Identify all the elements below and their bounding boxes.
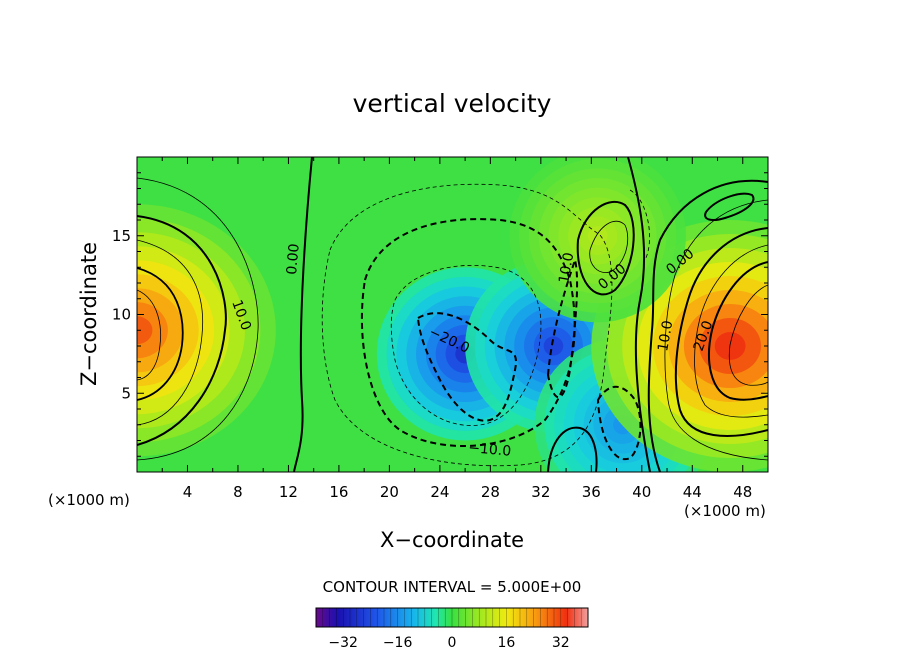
colorbar: −32 −16 0 16 32 [315,607,589,651]
y-axis: 5 10 15 [112,172,768,457]
contour-right-top [704,192,755,221]
contour-label: 10.0 [556,251,577,284]
colorbar-tick-label: −32 [328,635,358,651]
contour-neg15 [390,265,542,426]
x-tick-label: 20 [380,483,399,501]
plot-area [137,157,768,472]
contour-left-10 [137,215,227,446]
chart-title: vertical velocity [353,89,552,118]
x-tick-label: 28 [481,483,500,501]
x-tick-label: 4 [183,483,193,501]
contour-label: 0.00 [284,243,303,275]
x-tick-label: 12 [279,483,298,501]
y-tick-label: 15 [112,227,131,245]
x-tick-label: 48 [733,483,752,501]
contour-neg5-outer [321,183,613,467]
x-tick-label: 40 [632,483,651,501]
x-tick-label: 44 [683,483,702,501]
contour-lines [137,157,768,472]
y-tick-label: 10 [112,306,131,324]
contour-right-zero [647,179,768,472]
x-unit-left: (×1000 m) [48,491,130,509]
contour-zero-bottom [547,426,598,472]
contour-zero-mid [627,157,651,472]
field-level [137,316,153,345]
contour-left-25 [137,289,161,381]
field-updraft-4 [591,220,768,472]
contour-neg20 [416,312,517,422]
x-tick-label: 32 [531,483,550,501]
colorbar-tick-label: 16 [497,635,515,651]
contour-label: 10.0 [655,319,676,352]
contour-label: −10.0 [468,440,512,460]
contour-pos5-small [589,220,629,273]
colorbar-tick-label: −16 [383,635,413,651]
contour-neg10-narrow [546,256,579,399]
x-tick-label: 8 [233,483,243,501]
x-axis: 4 8 12 16 20 24 28 32 36 40 44 48 [161,157,752,501]
contour-left-15 [137,239,204,426]
field-level [587,226,608,246]
x-axis-label: X−coordinate [380,528,524,552]
contour-right-5 [664,199,768,461]
x-tick-label: 16 [329,483,348,501]
contour-neg10 [360,218,576,447]
y-tick-label: 5 [121,384,131,402]
x-tick-label: 24 [430,483,449,501]
contour-right-10 [674,227,768,437]
contour-neg5-small [629,189,650,261]
contour-left-20 [137,267,184,401]
contour-left-5 [137,177,259,461]
contour-zero-small [576,200,635,296]
contour-zero-left [293,157,313,472]
y-axis-label: Z−coordinate [77,242,101,386]
colorbar-tick-label: 0 [448,635,457,651]
contour-right-25 [728,284,768,386]
x-unit-right: (×1000 m) [684,502,766,520]
colorbar-tick-label: 32 [552,635,570,651]
colorbar-segments [315,608,582,627]
contour-right-20 [708,261,768,401]
colorbar-ticks: −32 −16 0 16 32 [328,635,569,651]
field-level [543,336,564,356]
contour-right-15 [694,244,768,418]
x-tick-label: 36 [582,483,601,501]
field-updraft-0 [137,204,276,457]
contour-interval: CONTOUR INTERVAL = 5.000E+00 [323,578,582,596]
